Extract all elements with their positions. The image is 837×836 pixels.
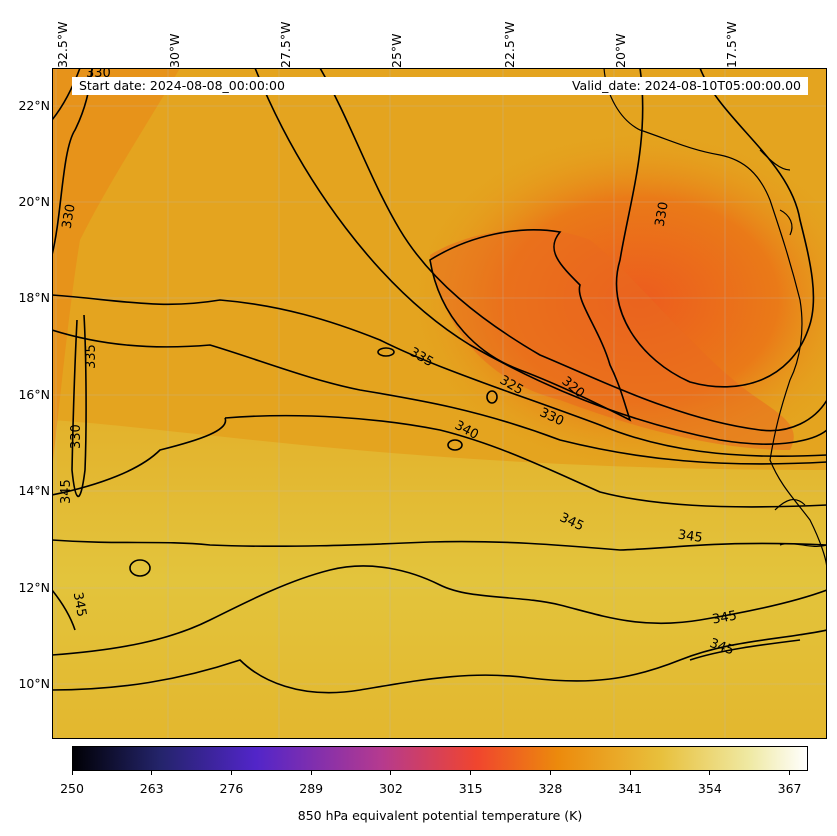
colorbar-tick [230,771,232,775]
colorbar-tick-label: 302 [378,781,403,796]
colorbar-tick-label: 328 [538,781,563,796]
graticule [52,68,827,739]
colorbar-tick [629,771,631,775]
lat-label: 20°N [18,194,50,209]
colorbar-tick-label: 250 [60,781,84,796]
lat-label: 16°N [18,387,50,402]
contour-label: 330 [60,203,79,230]
colorbar-tick-label: 341 [618,781,643,796]
contour-label: 345 [677,528,704,546]
contour-label: 345 [70,591,89,618]
date-info-bar: Start date: 2024-08-08_00:00:00 Valid_da… [72,77,808,95]
colorbar-tick [709,771,711,775]
lon-label: 32.5°W [55,21,70,68]
lon-label: 25°W [389,33,404,68]
colorbar-tick-label: 276 [219,781,244,796]
african-coastline [603,68,827,571]
start-date-label: Start date: 2024-08-08_00:00:00 [79,78,285,93]
colorbar-gradient [72,746,808,771]
colorbar-tick [789,771,791,775]
lon-label: 30°W [167,33,182,68]
lon-label: 22.5°W [502,21,517,68]
colorbar-tick [470,771,472,775]
contour-label: 330 [69,424,84,449]
contour-label: 345 [59,479,74,504]
colorbar [72,746,808,771]
colorbar-tick [549,771,551,775]
colorbar-tick-label: 367 [777,781,802,796]
lat-label: 22°N [18,98,50,113]
map-panel: 330 330 330 335 330 345 335 325 320 330 … [52,68,827,739]
map-frame [52,68,827,739]
colorbar-tick [71,771,73,775]
colorbar-tick [151,771,153,775]
lat-label: 12°N [18,580,50,595]
colorbar-tick-label: 315 [458,781,483,796]
warm-band [52,420,827,739]
lat-label: 14°N [18,483,50,498]
colorbar-tick-label: 354 [697,781,722,796]
contour-label: 345 [711,609,738,628]
contour-label: 330 [653,201,672,228]
lon-label: 20°W [613,33,628,68]
lon-label: 27.5°W [278,21,293,68]
colorbar-title: 850 hPa equivalent potential temperature… [297,808,583,823]
colorbar-tick-label: 263 [139,781,164,796]
contour-lines [52,68,827,694]
colorbar-tick [390,771,392,775]
valid-date-label: Valid_date: 2024-08-10T05:00:00.00 [571,78,801,93]
lat-label: 18°N [18,290,50,305]
lon-label: 17.5°W [724,21,739,68]
northwest-cool-region [52,68,180,470]
colorbar-tick [310,771,312,775]
colorbar-tick-label: 289 [299,781,324,796]
lat-label: 10°N [18,676,50,691]
contour-label: 335 [84,344,99,369]
